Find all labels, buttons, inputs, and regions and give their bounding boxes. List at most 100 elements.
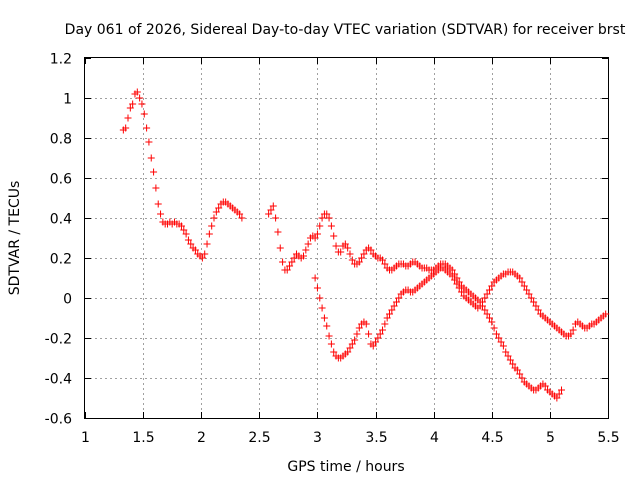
data-point: [372, 338, 380, 346]
y-tick-label: 0.4: [50, 212, 72, 228]
data-point: [355, 258, 363, 266]
data-point: [481, 306, 489, 314]
data-point: [140, 110, 148, 118]
data-point: [201, 250, 209, 258]
data-point: [152, 184, 160, 192]
data-point: [386, 310, 394, 318]
data-point: [238, 214, 246, 222]
data-point: [136, 94, 144, 102]
data-point: [286, 262, 294, 270]
data-point: [145, 138, 153, 146]
data-point: [518, 374, 526, 382]
data-point: [348, 256, 356, 264]
data-point: [485, 314, 493, 322]
data-point: [388, 306, 396, 314]
y-axis-tick-labels: -0.6 -0.4 -0.2 0 0.2 0.4 0.6 0.8 1 1.2: [45, 52, 72, 428]
data-point: [299, 252, 307, 260]
data-point: [177, 222, 185, 230]
data-point: [311, 234, 319, 242]
data-point: [330, 232, 338, 240]
data-point: [360, 250, 368, 258]
data-point: [567, 330, 575, 338]
data-point: [157, 210, 165, 218]
data-point: [122, 124, 130, 132]
data-point: [374, 334, 382, 342]
data-point: [504, 352, 512, 360]
data-point: [332, 242, 340, 250]
data-point: [525, 290, 533, 298]
data-point: [483, 310, 491, 318]
axis-ticks: [85, 58, 609, 419]
data-point: [316, 294, 324, 302]
data-point: [532, 302, 540, 310]
data-point: [184, 236, 192, 244]
x-tick-label: 1.5: [132, 430, 154, 446]
data-point: [499, 342, 507, 350]
data-point: [147, 154, 155, 162]
data-point: [143, 124, 151, 132]
x-tick-label: 4.5: [481, 430, 503, 446]
data-point: [476, 302, 484, 310]
y-tick-label: 1: [63, 92, 72, 108]
data-point: [516, 370, 524, 378]
data-point: [513, 366, 521, 374]
data-point: [481, 294, 489, 302]
data-point: [129, 100, 137, 108]
data-point: [337, 248, 345, 256]
data-point: [313, 284, 321, 292]
data-point: [323, 210, 331, 218]
x-tick-label: 1: [81, 430, 90, 446]
data-point: [392, 298, 400, 306]
data-point: [290, 254, 298, 262]
data-point: [506, 356, 514, 364]
data-point: [274, 228, 282, 236]
data-point: [205, 230, 213, 238]
data-point: [313, 230, 321, 238]
y-tick-label: 0: [63, 292, 72, 308]
data-point: [311, 274, 319, 282]
x-axis-tick-labels: 1 1.5 2 2.5 3 3.5 4 4.5 5 5.5: [81, 430, 620, 446]
data-point: [154, 200, 162, 208]
y-tick-label: 0.8: [50, 132, 72, 148]
data-point: [492, 330, 500, 338]
data-point: [518, 278, 526, 286]
data-point: [381, 260, 389, 268]
data-point: [458, 288, 466, 296]
data-point: [497, 338, 505, 346]
data-point: [523, 286, 531, 294]
x-tick-label: 3: [313, 430, 322, 446]
data-point: [509, 360, 517, 368]
data-point: [210, 214, 218, 222]
x-tick-label: 2: [197, 430, 206, 446]
data-point: [320, 314, 328, 322]
data-point: [353, 330, 361, 338]
data-point: [516, 274, 524, 282]
data-point: [451, 276, 459, 284]
data-point: [455, 284, 463, 292]
data-point: [530, 298, 538, 306]
grid-lines: [85, 58, 608, 418]
data-point: [323, 322, 331, 330]
data-point: [265, 210, 273, 218]
data-point: [569, 326, 577, 334]
data-point: [367, 246, 375, 254]
data-point: [502, 348, 510, 356]
data-point: [541, 382, 549, 390]
data-point: [344, 244, 352, 252]
x-tick-label: 5: [546, 430, 555, 446]
data-points: [119, 88, 610, 402]
x-axis-label: GPS time / hours: [287, 459, 404, 475]
data-point: [358, 254, 366, 262]
data-point: [534, 306, 542, 314]
data-point: [346, 344, 354, 352]
data-point: [124, 114, 132, 122]
data-point: [203, 240, 211, 248]
data-point: [302, 246, 310, 254]
data-point: [327, 222, 335, 230]
data-point: [348, 340, 356, 348]
x-tick-label: 5.5: [597, 430, 619, 446]
data-point: [138, 100, 146, 108]
data-point: [555, 390, 563, 398]
data-point: [390, 302, 398, 310]
data-point: [379, 256, 387, 264]
